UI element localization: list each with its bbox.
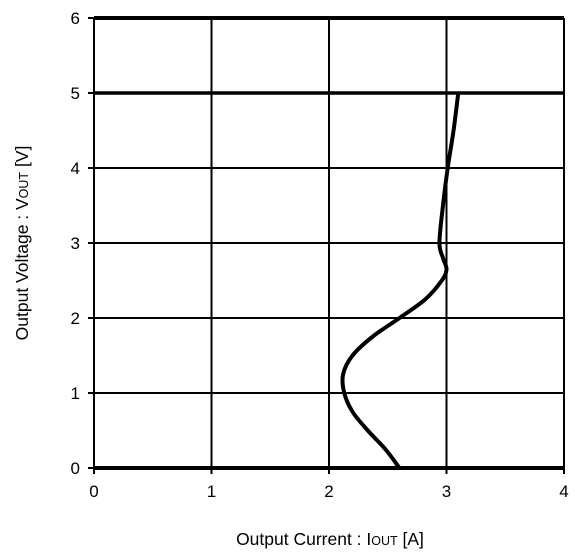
series-layer <box>340 92 461 470</box>
x-tick-label: 2 <box>324 482 333 501</box>
y-tick-label: 6 <box>71 9 80 28</box>
grid <box>94 18 564 468</box>
x-tick-label: 4 <box>559 482 568 501</box>
y-tick-label: 2 <box>71 309 80 328</box>
y-tick-label: 3 <box>71 234 80 253</box>
y-axis-title: Output Voltage : VOUT [V] <box>12 146 32 341</box>
y-tick-label: 5 <box>71 84 80 103</box>
y-tick-label: 0 <box>71 459 80 478</box>
tick-labels: 0 1 2 3 4 5 6 0 1 2 3 4 <box>71 9 569 501</box>
x-tick-label: 0 <box>89 482 98 501</box>
x-axis-title: Output Current : IOUT [A] <box>236 529 424 549</box>
x-tick-label: 1 <box>207 482 216 501</box>
x-tick-label: 3 <box>442 482 451 501</box>
y-tick-label: 1 <box>71 384 80 403</box>
series-line-0 <box>340 92 461 470</box>
y-tick-label: 4 <box>71 159 80 178</box>
